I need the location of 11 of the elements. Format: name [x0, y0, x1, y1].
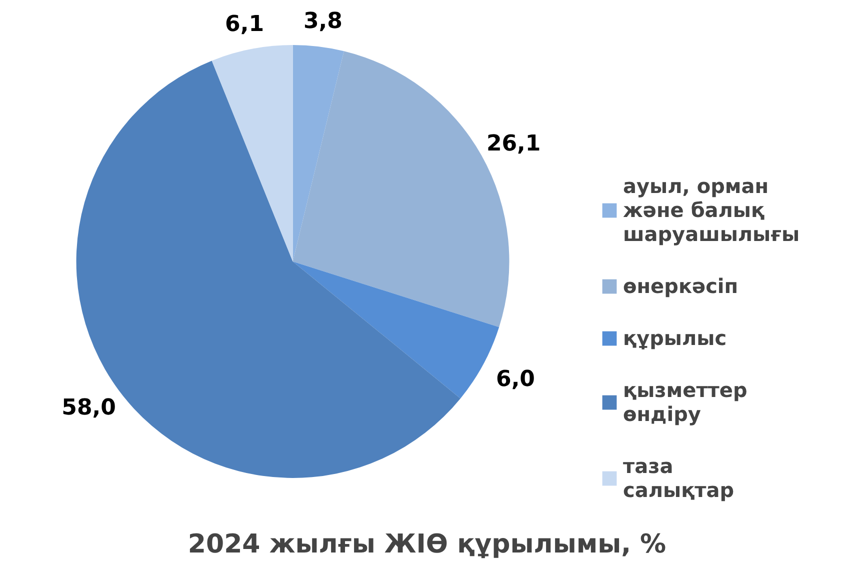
- data-label: 6,0: [496, 367, 535, 392]
- text: 2024 жылғы ЖІӨ құрылымы, %: [188, 530, 666, 560]
- legend-label: құрылыс: [623, 326, 727, 350]
- data-label: 6,1: [225, 12, 264, 37]
- legend-label: өнеркәсіп: [623, 274, 738, 298]
- data-label: 26,1: [486, 132, 541, 157]
- data-label: 3,8: [303, 9, 342, 34]
- legend-label: қызметтер өндіру: [623, 378, 748, 426]
- data-label: 58,0: [62, 395, 116, 420]
- legend-label: ауыл, орман және балық шаруашылығы: [623, 174, 800, 246]
- legend-label: таза салықтар: [623, 454, 734, 502]
